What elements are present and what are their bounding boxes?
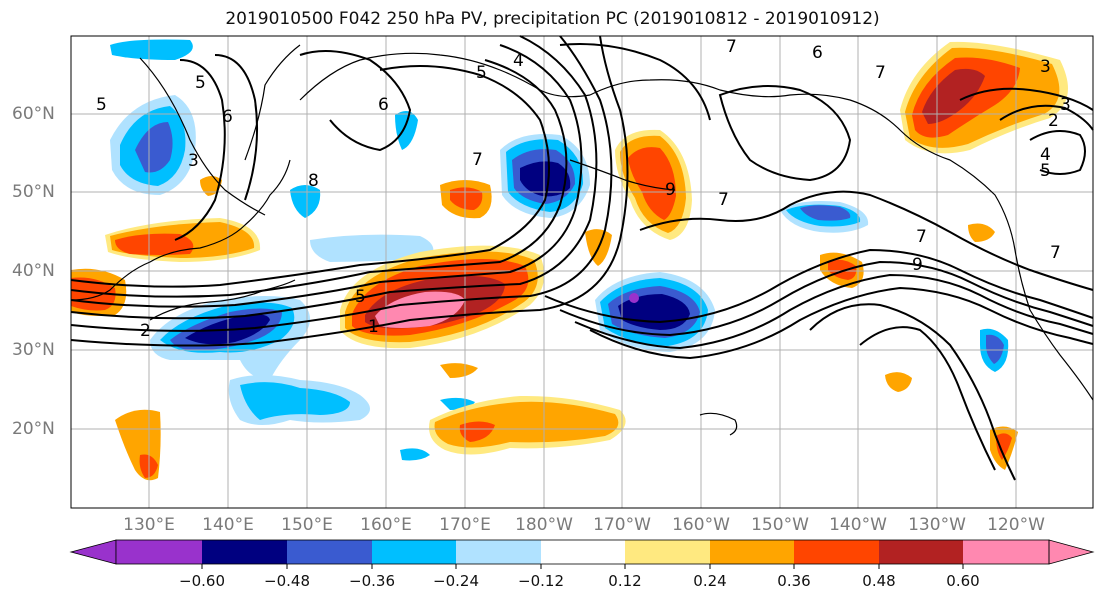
neg-region-gulf-core	[800, 205, 851, 221]
contour-label: 5	[355, 287, 366, 307]
pos-region-south-1-red	[459, 421, 495, 442]
contour-label: 3	[188, 151, 199, 171]
lon-label: 130°W	[908, 515, 966, 535]
colorbar-low-extend	[69, 539, 117, 565]
colorbar-bin	[794, 540, 879, 564]
colorbar-tick-label: 0.36	[777, 572, 811, 590]
colorbar	[69, 539, 1095, 569]
pos-region-aleutian-red	[628, 147, 676, 220]
lat-label-40n: 40°N	[12, 261, 55, 281]
neg-region-baja-core	[986, 334, 1004, 364]
contour-label: 2	[140, 321, 151, 341]
neg-region-southjp-mid	[240, 382, 350, 420]
contour-label: 2	[1048, 111, 1059, 131]
contour-label: 5	[1040, 161, 1051, 181]
contour-label: 5	[96, 95, 107, 115]
lon-label: 160°E	[360, 515, 412, 535]
pos-region-west-red	[115, 233, 194, 255]
colorbar-tick-label: −0.48	[264, 572, 310, 590]
lon-label: 170°W	[593, 515, 651, 535]
lon-label: 140°W	[829, 515, 887, 535]
pos-region-pnw-red	[828, 259, 857, 280]
neg-region-small-4	[110, 39, 193, 60]
lat-label-50n: 50°N	[12, 182, 55, 202]
pos-region-small-c	[885, 372, 912, 392]
contour-label: 9	[912, 255, 923, 275]
lon-label: 120°W	[987, 515, 1045, 535]
colorbar-bin	[456, 540, 541, 564]
colorbar-bin	[710, 540, 794, 564]
contour-label: 5	[476, 63, 487, 83]
colorbar-tick-label: 0.60	[946, 572, 980, 590]
coastlines	[70, 44, 1094, 436]
contour-label: 6	[222, 107, 233, 127]
colorbar-bin	[287, 540, 372, 564]
neg-region-small-3	[395, 111, 418, 150]
map-title: 2019010500 F042 250 hPa PV, precipitatio…	[225, 9, 880, 29]
colorbar-high-extend	[1048, 539, 1095, 565]
neg-region-small-6	[400, 448, 430, 461]
lat-label-20n: 20°N	[12, 419, 55, 439]
contour-label: 7	[472, 150, 483, 170]
contour-label: 4	[513, 51, 524, 71]
colorbar-tick-label: −0.12	[518, 572, 564, 590]
colorbar-tick-label: 0.12	[608, 572, 642, 590]
neg-region-bering-deep	[520, 161, 571, 197]
colorbar-bin	[116, 540, 202, 564]
colorbar-tick-label: −0.24	[433, 572, 479, 590]
contour-label: 5	[195, 73, 206, 93]
lon-label: 170°E	[439, 515, 491, 535]
neg-region-small-1	[290, 185, 321, 218]
neg-region-small-2	[310, 234, 434, 262]
colorbar-tick-label: −0.60	[179, 572, 225, 590]
contour-label: 7	[1050, 243, 1061, 263]
pv-contours	[70, 35, 1094, 481]
contour-label: 1	[368, 317, 379, 337]
contour-label: 6	[812, 43, 823, 63]
lat-label-60n: 60°N	[12, 104, 55, 124]
pv-contour-labels: 5 5 5 5 4 6 6 7 7 7 7 7 7 8 9 9 6 5 4 3 …	[96, 37, 1071, 341]
contour-label: 7	[718, 190, 729, 210]
colorbar-bin	[372, 540, 456, 564]
map-frame	[70, 35, 1094, 509]
colorbar-tick-label: 0.48	[862, 572, 896, 590]
pos-region-mex-red	[996, 433, 1012, 460]
colorbar-bin	[625, 540, 710, 564]
contour-label: 6	[378, 95, 389, 115]
pos-region-small-e	[440, 363, 478, 378]
colorbar-tick-label: 0.24	[693, 572, 727, 590]
lon-label: 180°W	[515, 515, 573, 535]
lon-label: 150°E	[281, 515, 333, 535]
lat-label-30n: 30°N	[12, 340, 55, 360]
pos-region-sw-alaska-red	[450, 187, 483, 210]
neg-region-dateline-purple	[629, 293, 639, 303]
lon-label: 150°W	[751, 515, 809, 535]
colorbar-bin	[202, 540, 287, 564]
contour-label: 7	[875, 63, 886, 83]
contour-label: 7	[916, 227, 927, 247]
lon-label: 140°E	[202, 515, 254, 535]
contour-label: 9	[665, 180, 676, 200]
contour-label: 8	[308, 171, 319, 191]
contour-label: 4	[1040, 145, 1051, 165]
contour-label: 3	[1040, 57, 1051, 77]
contour-label: 7	[726, 37, 737, 57]
graticule	[71, 36, 1093, 508]
contour-label: 3	[1060, 95, 1071, 115]
colorbar-tick-label: −0.36	[349, 572, 395, 590]
pos-region-small-d	[968, 223, 995, 242]
colorbar-bin	[541, 540, 625, 564]
pos-region-alaska-dark	[922, 68, 985, 124]
lon-label: 160°W	[672, 515, 730, 535]
lon-label: 130°E	[123, 515, 175, 535]
neg-region-kamchatka-core	[135, 122, 173, 173]
colorbar-bin	[879, 540, 963, 564]
colorbar-bin	[963, 540, 1049, 564]
